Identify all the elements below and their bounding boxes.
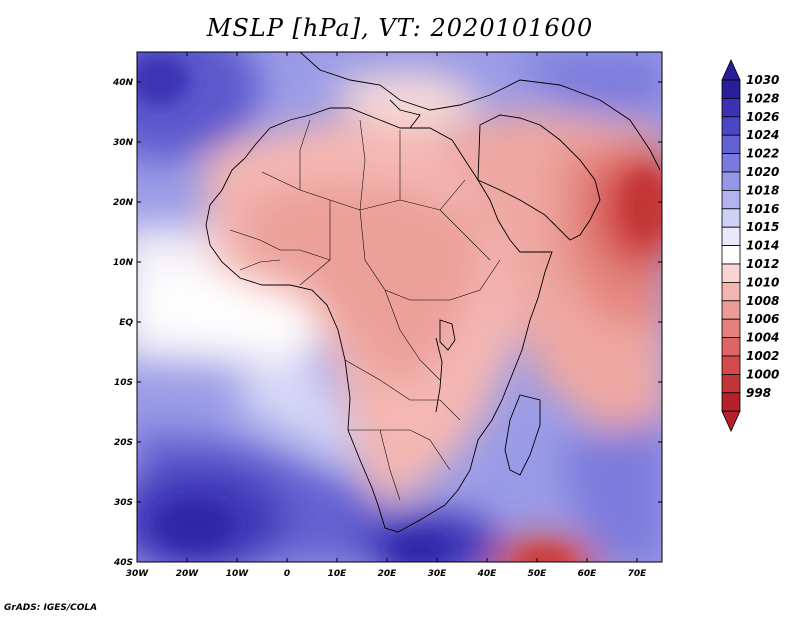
- x-axis: 30W 20W 10W 0 10E 20E 30E 40E 50E 60E 70E: [126, 52, 647, 579]
- colorbar-label: 1030: [746, 73, 779, 87]
- y-tick-label: 20S: [114, 438, 133, 448]
- colorbar-swatch: [721, 171, 741, 191]
- colorbar-label: 1006: [746, 312, 779, 326]
- y-axis: 40N 30N 20N 10N EQ 10S 20S 30S 40S: [112, 78, 662, 568]
- colorbar-label: 1015: [746, 220, 779, 234]
- colorbar-swatch: [721, 79, 741, 99]
- x-tick-label: 60E: [578, 569, 598, 579]
- colorbar-label: 1002: [746, 349, 779, 363]
- y-tick-label: 30S: [114, 498, 133, 508]
- colorbar-label: 1024: [746, 128, 779, 142]
- colorbar-swatch: [721, 189, 741, 210]
- colorbar-swatch: [721, 318, 741, 339]
- y-tick-label: EQ: [119, 318, 133, 328]
- x-tick-label: 20W: [176, 569, 200, 579]
- colorbar-label: 998: [746, 386, 771, 400]
- colorbar-label: 1016: [746, 202, 779, 216]
- colorbar-swatch: [721, 355, 741, 375]
- colorbar-label: 1026: [746, 110, 779, 124]
- x-tick-label: 20E: [378, 569, 398, 579]
- y-tick-label: 20N: [113, 198, 134, 208]
- colorbar-swatch: [721, 263, 741, 283]
- colorbar: 1030 1028 1026 1024 1022 1020 1018 1016 1015 1014…: [721, 59, 779, 433]
- x-tick-label: 70E: [628, 569, 648, 579]
- plot-frame: [136, 51, 663, 563]
- colorbar-extend-high: [721, 59, 741, 81]
- x-tick-label: 0: [284, 569, 290, 579]
- colorbar-extend-low: [721, 410, 741, 433]
- grads-credit: GrADS: IGES/COLA: [4, 603, 98, 613]
- colorbar-swatch: [721, 300, 741, 320]
- chart-title: MSLP [hPa], VT: 2020101600: [206, 14, 594, 42]
- y-tick-label: 40N: [112, 78, 134, 88]
- x-tick-label: 10W: [226, 569, 250, 579]
- colorbar-swatch: [721, 281, 741, 302]
- colorbar-swatch: [721, 337, 741, 357]
- colorbar-label: 1014: [746, 239, 779, 253]
- colorbar-label: 1008: [746, 294, 779, 308]
- colorbar-swatch: [721, 245, 741, 265]
- y-tick-label: 30N: [113, 138, 134, 148]
- colorbar-swatch: [721, 98, 741, 118]
- colorbar-swatch: [721, 392, 741, 412]
- x-tick-label: 50E: [528, 569, 548, 579]
- colorbar-swatch: [721, 116, 741, 136]
- y-tick-label: 10S: [114, 378, 133, 388]
- colorbar-swatch: [721, 373, 741, 394]
- colorbar-swatch: [721, 134, 741, 154]
- x-tick-label: 40E: [477, 569, 498, 579]
- y-tick-label: 10N: [113, 258, 134, 268]
- colorbar-swatch: [721, 153, 741, 173]
- y-tick-label: 40S: [113, 558, 133, 568]
- colorbar-label: 1020: [746, 165, 779, 179]
- colorbar-label: 1000: [746, 367, 779, 381]
- x-tick-label: 30E: [428, 569, 448, 579]
- colorbar-label: 1012: [746, 257, 779, 271]
- pressure-field: [137, 52, 662, 562]
- x-tick-label: 10E: [328, 569, 348, 579]
- colorbar-swatch: [721, 208, 741, 228]
- colorbar-swatch: [721, 226, 741, 246]
- colorbar-label: 1018: [746, 183, 779, 197]
- colorbar-label: 1028: [746, 91, 779, 105]
- colorbar-label: 1010: [746, 275, 779, 289]
- x-tick-label: 30W: [126, 569, 150, 579]
- country-borders: [229, 119, 501, 501]
- colorbar-label: 1022: [746, 147, 779, 161]
- colorbar-label: 1004: [746, 331, 779, 345]
